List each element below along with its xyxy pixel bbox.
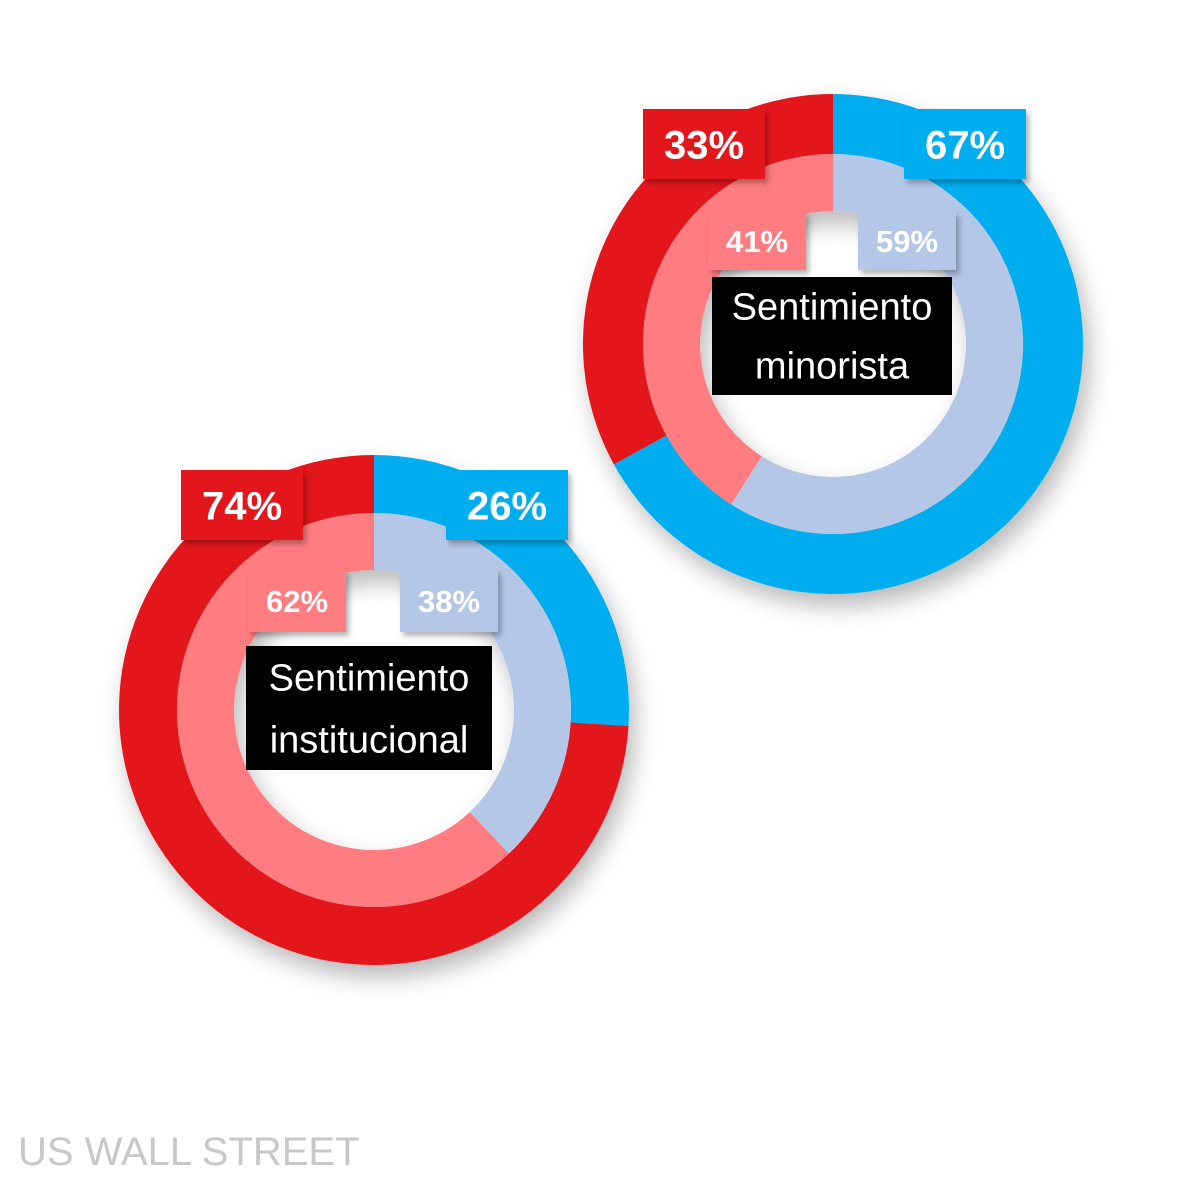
inner-value-label-red-institucional: 62%: [248, 570, 346, 632]
outer-value-label-red-institucional: 74%: [181, 470, 303, 540]
outer-value-label-red-institucional-box: [181, 470, 303, 540]
outer-value-label-red-minorista-box: [643, 109, 765, 179]
outer-value-label-red-minorista-text: 33%: [664, 123, 744, 167]
outer-value-label-blue-institucional: 26%: [446, 470, 568, 540]
inner-value-label-blue-institucional-text: 38%: [418, 584, 480, 619]
footer-watermark: US WALL STREET: [18, 1130, 360, 1174]
outer-value-label-red-minorista: 33%: [643, 109, 765, 179]
donut-chart-institucional: Sentimiento institucional 74% 26% 62% 38%: [119, 455, 629, 965]
inner-value-label-blue-institucional-box: [400, 570, 498, 632]
outer-value-label-blue-institucional-text: 26%: [467, 484, 547, 528]
inner-value-label-blue-minorista-box: [858, 212, 956, 270]
inner-value-label-red-minorista-text: 41%: [726, 224, 788, 259]
outer-value-label-blue-minorista-text: 67%: [925, 123, 1005, 167]
inner-value-label-blue-minorista: 59%: [858, 212, 956, 270]
inner-value-label-red-institucional-box: [248, 570, 346, 632]
inner-value-label-red-minorista: 41%: [708, 212, 806, 270]
center-label-line-1-institucional: Sentimiento: [269, 658, 470, 700]
outer-ring-institucional-segment-blue: [374, 455, 629, 727]
center-label-box-minorista: [712, 277, 952, 395]
inner-ring-institucional-segment-blue: [374, 513, 571, 854]
center-label-line-2-minorista: minorista: [755, 345, 910, 387]
inner-value-label-red-institucional-text: 62%: [266, 584, 328, 619]
donut-chart-minorista: Sentimiento minorista 33% 67% 41% 59%: [583, 94, 1083, 594]
center-label-box-institucional: [246, 646, 492, 770]
inner-ring-minorista-segment-red: [643, 154, 833, 505]
outer-value-label-blue-minorista: 67%: [904, 109, 1026, 179]
inner-value-label-red-minorista-box: [708, 212, 806, 270]
outer-ring-minorista-segment-red: [583, 94, 833, 465]
inner-value-label-blue-minorista-text: 59%: [876, 224, 938, 259]
outer-value-label-red-institucional-text: 74%: [202, 484, 282, 528]
center-label-line-1-minorista: Sentimiento: [732, 286, 933, 328]
inner-value-label-blue-institucional: 38%: [400, 570, 498, 632]
center-label-line-2-institucional: institucional: [270, 720, 469, 762]
outer-value-label-blue-minorista-box: [904, 109, 1026, 179]
outer-value-label-blue-institucional-box: [446, 470, 568, 540]
